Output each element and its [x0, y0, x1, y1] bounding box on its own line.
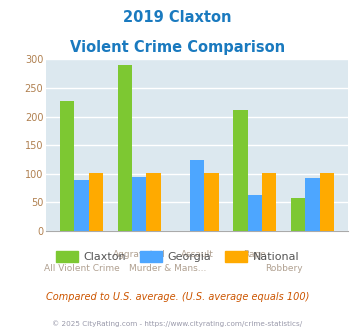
Text: Rape: Rape [243, 250, 266, 259]
Bar [147, 173, 161, 231]
Legend: Claxton, Georgia, National: Claxton, Georgia, National [51, 247, 304, 267]
Text: Robbery: Robbery [265, 264, 302, 273]
Text: Violent Crime Comparison: Violent Crime Comparison [70, 40, 285, 54]
Bar [74, 180, 89, 231]
Bar [320, 173, 334, 231]
Text: Aggravated: Aggravated [113, 250, 166, 259]
Text: © 2025 CityRating.com - https://www.cityrating.com/crime-statistics/: © 2025 CityRating.com - https://www.city… [53, 320, 302, 327]
Bar [60, 101, 74, 231]
Text: 2019 Claxton: 2019 Claxton [123, 10, 232, 25]
Bar [132, 177, 147, 231]
Text: Compared to U.S. average. (U.S. average equals 100): Compared to U.S. average. (U.S. average … [46, 292, 309, 302]
Text: Murder & Mans...: Murder & Mans... [130, 264, 207, 273]
Bar [89, 173, 103, 231]
Bar [305, 178, 320, 231]
Bar [204, 173, 219, 231]
Text: Assault: Assault [181, 250, 213, 259]
Bar [247, 195, 262, 231]
Bar [118, 65, 132, 231]
Bar [291, 198, 305, 231]
Bar [262, 173, 277, 231]
Bar [190, 159, 204, 231]
Text: All Violent Crime: All Violent Crime [44, 264, 119, 273]
Bar [233, 110, 247, 231]
